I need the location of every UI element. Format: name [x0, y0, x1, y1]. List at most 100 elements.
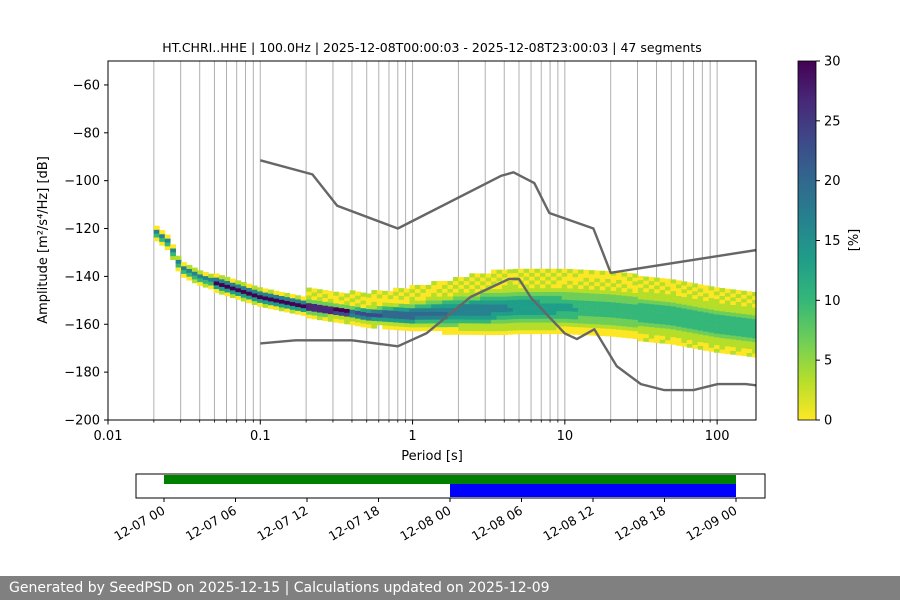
density-cell	[539, 276, 546, 281]
density-cell	[752, 311, 756, 316]
density-cell	[621, 326, 628, 331]
density-cell	[719, 341, 726, 346]
density-cell	[507, 326, 514, 331]
plot-frame	[107, 60, 757, 421]
density-cell	[229, 278, 236, 283]
density-cell	[371, 309, 378, 314]
density-cell	[550, 276, 557, 281]
density-cell	[507, 315, 514, 320]
timeline-axis: 12-07 00 12-07 06 12-07 12 12-07 18 12-08 00…	[111, 498, 740, 544]
density-cell	[387, 302, 394, 307]
density-cell	[496, 327, 503, 332]
density-cell	[545, 299, 552, 304]
density-cell	[436, 323, 443, 328]
density-cell	[627, 292, 633, 297]
density-cell	[719, 337, 726, 342]
density-cell	[681, 308, 688, 313]
density-cell	[229, 293, 236, 299]
density-cell	[371, 290, 378, 295]
density-cell	[681, 300, 688, 305]
density-cell	[643, 299, 650, 304]
density-cell	[376, 305, 383, 310]
density-cell	[181, 273, 187, 278]
density-cell	[594, 324, 601, 329]
density-cell	[692, 298, 699, 303]
density-cell	[659, 331, 666, 336]
density-cell	[670, 302, 677, 307]
density-cell	[153, 229, 160, 234]
density-cell	[599, 278, 606, 283]
density-cell	[697, 337, 704, 343]
density-cell	[523, 330, 530, 335]
density-cell	[675, 326, 682, 331]
density-cell	[398, 322, 405, 327]
density-cell	[191, 271, 198, 276]
density-cell	[550, 272, 557, 277]
density-cell	[523, 307, 530, 312]
density-cell	[518, 318, 525, 323]
density-cell	[621, 299, 628, 304]
density-cell	[480, 296, 486, 301]
density-cell	[752, 334, 756, 339]
density-cell	[213, 281, 220, 286]
density-cell	[306, 306, 312, 311]
density-cell	[447, 323, 454, 328]
density-cell	[686, 305, 693, 310]
density-cell	[588, 308, 595, 313]
density-cell	[697, 303, 704, 308]
density-cell	[311, 315, 318, 320]
density-cell	[164, 242, 171, 247]
density-cell	[534, 299, 541, 304]
density-cell	[583, 292, 590, 297]
density-cell	[523, 322, 530, 327]
density-cell	[735, 305, 742, 310]
density-cell	[675, 284, 682, 289]
density-cell	[529, 303, 535, 308]
density-cell	[257, 302, 264, 307]
density-cell	[550, 295, 557, 300]
density-cell	[420, 323, 427, 328]
density-cell	[355, 306, 361, 311]
density-cell	[730, 346, 737, 351]
density-cell	[355, 322, 361, 327]
density-cell	[447, 326, 454, 331]
density-cell	[365, 301, 372, 306]
density-cell	[692, 313, 699, 319]
density-cell	[648, 323, 655, 328]
density-cell	[333, 291, 340, 296]
density-cell	[414, 300, 421, 305]
density-cell	[469, 311, 476, 316]
density-cell	[344, 320, 351, 325]
density-cell	[703, 331, 709, 336]
density-cell	[670, 287, 677, 292]
density-cell	[322, 316, 329, 321]
density-cell	[708, 286, 715, 291]
density-cell	[703, 338, 709, 344]
density-cell	[637, 337, 644, 342]
density-cell	[599, 328, 606, 333]
density-cell	[632, 304, 639, 309]
density-cell	[708, 328, 715, 333]
density-cell	[703, 335, 709, 340]
density-cell	[578, 304, 584, 309]
density-cell	[523, 299, 530, 304]
density-cell	[284, 308, 291, 313]
density-cell	[637, 287, 644, 292]
density-cell	[550, 303, 557, 308]
density-cell	[746, 333, 753, 338]
density-cell	[518, 314, 525, 319]
density-cell	[583, 285, 590, 290]
density-cell	[458, 319, 465, 324]
density-cell	[246, 283, 253, 288]
density-cell	[703, 308, 709, 313]
density-cell	[578, 284, 584, 290]
density-cell	[616, 321, 622, 326]
density-cell	[588, 289, 595, 294]
density-cell	[295, 295, 302, 300]
density-cell	[273, 306, 280, 311]
density-cell	[572, 303, 579, 308]
density-cell	[697, 292, 704, 297]
density-cell	[556, 314, 563, 319]
density-cell	[719, 295, 726, 300]
density-cell	[746, 329, 753, 334]
